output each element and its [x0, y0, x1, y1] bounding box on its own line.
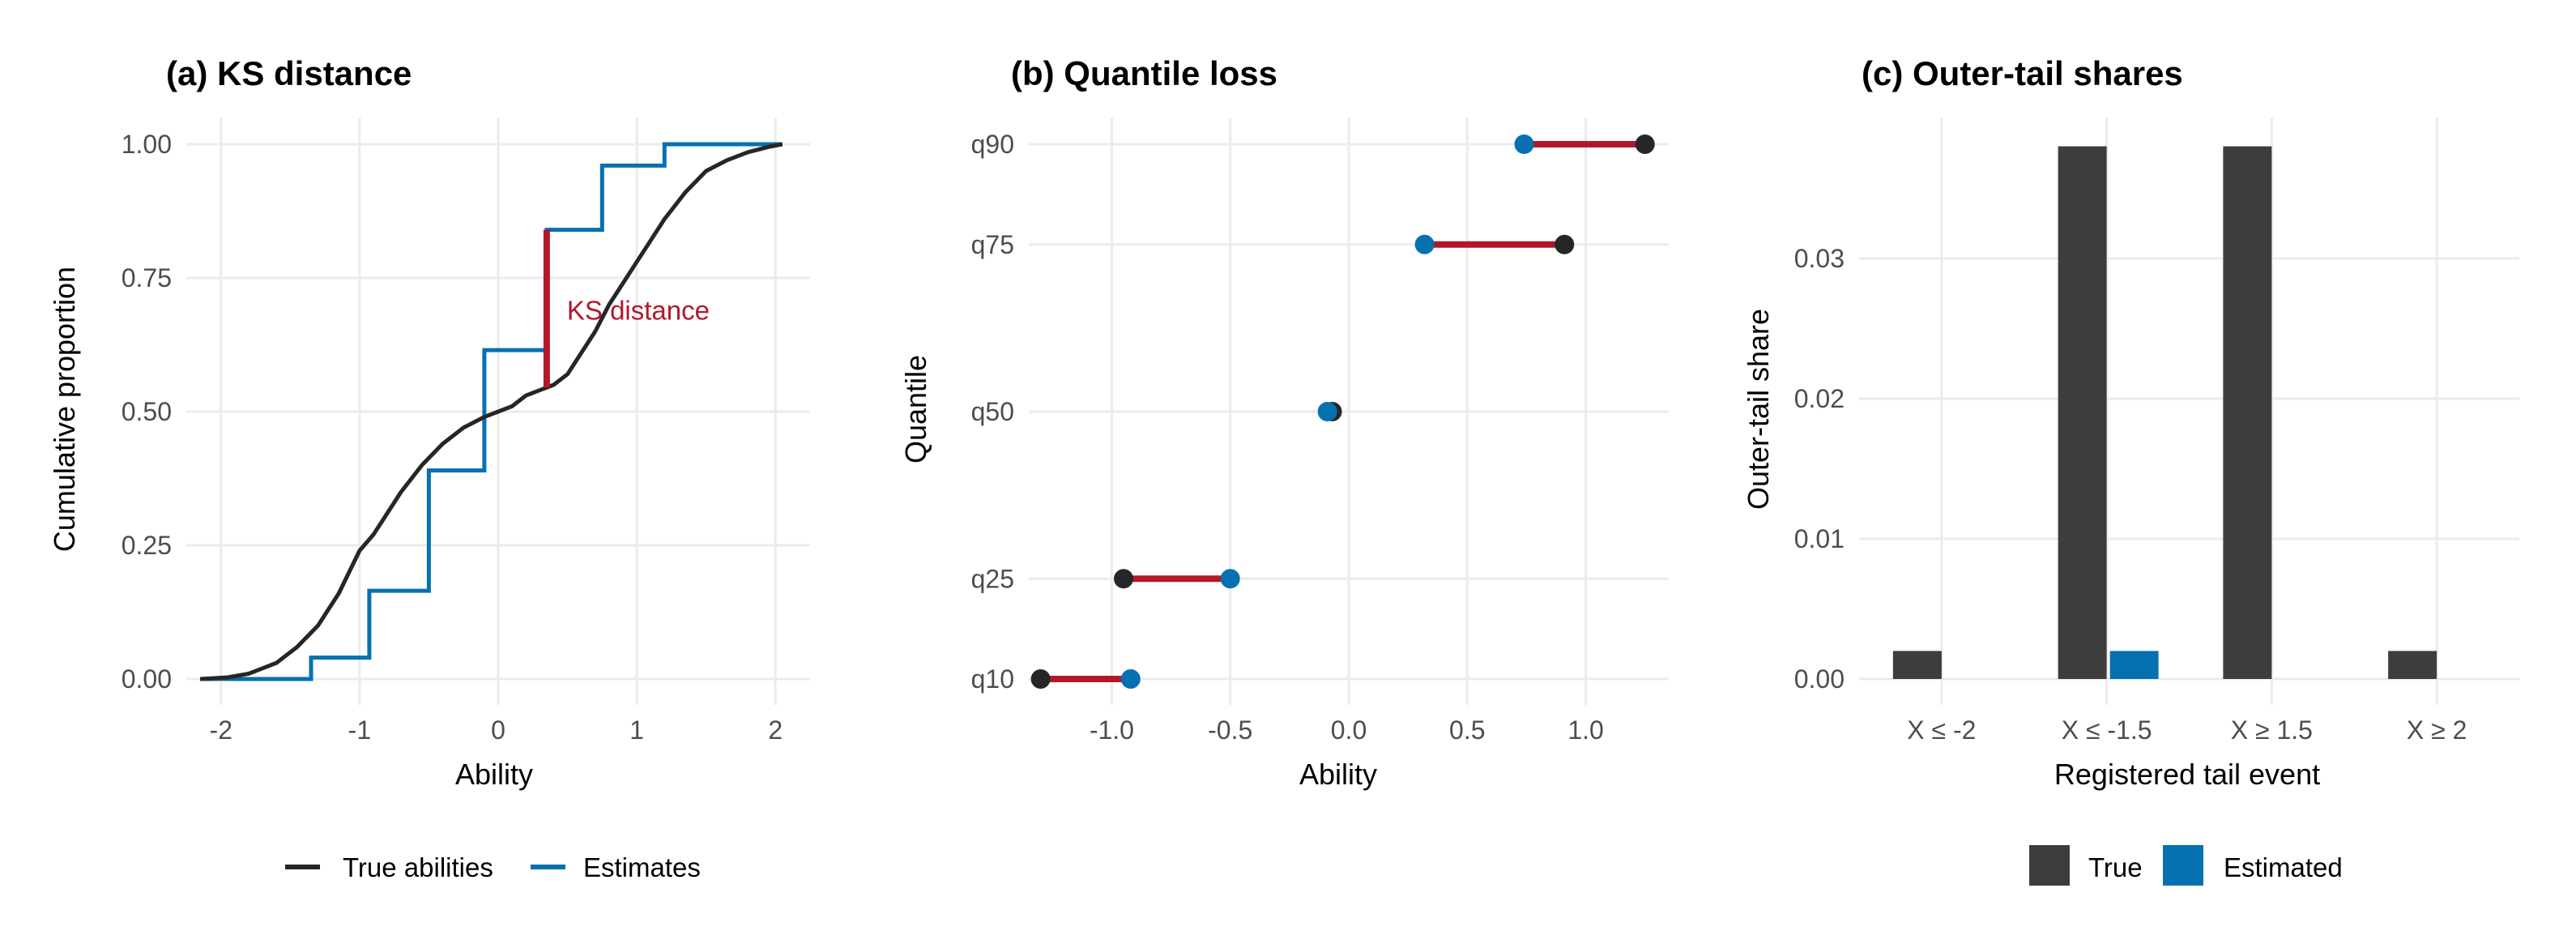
true-quantile-point [1030, 669, 1051, 689]
panel-c-xtick-label: X ≤ -1.5 [2062, 715, 2152, 745]
panel-b-xtick-label: -1.0 [1090, 715, 1134, 745]
panel-a-xtick-label: 0 [491, 715, 505, 745]
panel-a-ytick-label: 0.00 [122, 664, 172, 694]
panel-c-xtick-label: X ≥ 2 [2407, 715, 2467, 745]
panel-a-ytick-label: 1.00 [122, 130, 172, 159]
legend-label-estimated: Estimated [2224, 852, 2343, 882]
panel-b-ytick-label: q75 [971, 230, 1014, 259]
panel-a-ytick-label: 0.75 [122, 263, 172, 293]
panel-a-title: (a) KS distance [166, 54, 412, 92]
panel-b-ytick-label: q10 [971, 664, 1014, 694]
panel-b-xlabel: Ability [1299, 758, 1377, 791]
estimated-quantile-point [1220, 569, 1240, 589]
panel-b-xtick-label: 1.0 [1567, 715, 1603, 745]
ks-distance-label: KS distance [567, 296, 710, 326]
panel-a-xtick-label: -2 [210, 715, 232, 745]
panel-b-xtick-label: 0.0 [1331, 715, 1367, 745]
bar-true [1892, 651, 1942, 679]
legend-label-true: True [2088, 852, 2143, 882]
panel-c-xtick-label: X ≥ 1.5 [2231, 715, 2313, 745]
true-quantile-point [1114, 569, 1134, 589]
panel-c-xlabel: Registered tail event [2054, 758, 2320, 791]
series-estimates-line [200, 142, 783, 681]
panel-b-xtick-label: 0.5 [1449, 715, 1485, 745]
panel-c-legend: True Estimated [2029, 845, 2343, 886]
panel-a-xtick-label: 2 [768, 715, 783, 745]
panel-b-ytick-label: q90 [971, 130, 1014, 159]
legend-swatch-true [2029, 845, 2070, 886]
legend-swatch-estimated [2163, 845, 2203, 886]
panel-a-xtick-label: 1 [629, 715, 644, 745]
panel-c-ytick-label: 0.01 [1794, 524, 1845, 553]
panel-b-ytick-label: q50 [971, 397, 1014, 426]
panel-b-ylabel: Quantile [899, 355, 932, 463]
true-quantile-point [1635, 135, 1655, 154]
panel-a-legend: True abilities Estimates [285, 852, 701, 882]
panel-a-ytick-label: 0.25 [122, 531, 172, 560]
true-quantile-point [1555, 234, 1575, 254]
estimated-quantile-point [1120, 669, 1141, 689]
panel-a-xtick-label: -1 [348, 715, 371, 745]
legend-label-true-abilities: True abilities [343, 852, 493, 882]
series-true-abilities-line [199, 142, 783, 681]
panel-c-ytick-label: 0.02 [1794, 384, 1845, 413]
estimated-quantile-point [1514, 135, 1534, 154]
panel-outer-tail-shares: (c) Outer-tail shares 0.00 0.01 0.02 0.03 X… [1742, 54, 2519, 886]
panel-a-ylabel: Cumulative proportion [48, 267, 81, 552]
legend-label-estimates: Estimates [583, 852, 701, 882]
panel-c-title: (c) Outer-tail shares [1862, 54, 2183, 92]
panel-b-title: (b) Quantile loss [1011, 54, 1277, 92]
panel-c-ytick-label: 0.03 [1794, 244, 1845, 273]
panel-a-xlabel: Ability [455, 758, 533, 791]
estimated-quantile-point [1317, 402, 1337, 421]
panel-quantile-loss: (b) Quantile loss q10 q25 q50 q75 q90 -1.0 -0… [899, 54, 1669, 791]
panel-c-ylabel: Outer-tail share [1742, 309, 1775, 510]
bar-true [2058, 146, 2107, 680]
estimated-quantile-point [1414, 234, 1435, 254]
bar-true [2388, 651, 2437, 679]
bar-true [2223, 146, 2272, 680]
bar-estimated [2109, 651, 2159, 679]
panel-c-xtick-label: X ≤ -2 [1907, 715, 1976, 745]
panel-b-xtick-label: -0.5 [1208, 715, 1252, 745]
panel-a-ytick-label: 0.50 [122, 397, 172, 426]
panel-c-ytick-label: 0.00 [1794, 664, 1845, 694]
panel-ks-distance: (a) KS distance 0.00 0.25 0.50 0.75 1.00 -2 -… [48, 54, 810, 882]
panel-b-ytick-label: q25 [971, 564, 1014, 593]
